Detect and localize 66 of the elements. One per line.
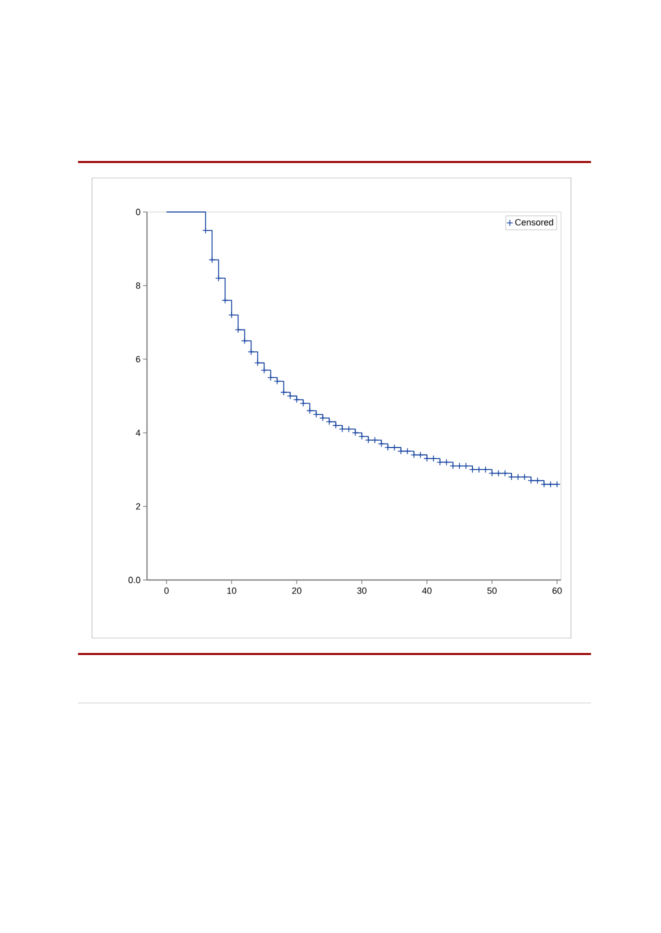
x-tick-label: 50	[487, 587, 497, 594]
point	[417, 451, 424, 458]
x-tick-label: 20	[292, 587, 302, 594]
point	[326, 418, 333, 426]
point	[514, 474, 522, 480]
text: 6	[136, 356, 140, 362]
point	[274, 378, 281, 385]
point	[476, 466, 482, 473]
text: 2	[136, 503, 140, 510]
point	[397, 448, 404, 455]
point	[260, 366, 268, 374]
text: 4	[136, 430, 140, 436]
point	[241, 337, 248, 344]
point	[540, 480, 548, 488]
point	[215, 274, 222, 282]
point	[228, 312, 236, 318]
point	[547, 480, 554, 488]
point	[254, 359, 262, 366]
point	[352, 429, 359, 436]
point	[456, 462, 463, 470]
point	[300, 400, 307, 407]
point	[404, 448, 411, 455]
point	[202, 227, 209, 234]
point	[319, 414, 326, 422]
point	[534, 477, 541, 484]
point	[222, 296, 229, 304]
point	[502, 470, 508, 477]
point	[508, 474, 515, 480]
point	[378, 440, 385, 448]
point	[488, 470, 496, 477]
text: 8	[136, 282, 140, 289]
point	[306, 407, 314, 414]
point	[371, 436, 378, 444]
x-tick-label: 40	[422, 587, 432, 594]
x-tick-label: 10	[227, 587, 236, 594]
point	[358, 433, 366, 440]
legend-label: Censored	[515, 218, 554, 226]
point	[364, 436, 372, 444]
point	[436, 458, 444, 466]
point	[495, 470, 502, 477]
x-tick-label: 60	[552, 587, 562, 594]
point	[338, 426, 346, 432]
point	[554, 480, 560, 488]
point	[528, 477, 534, 484]
point	[521, 474, 528, 480]
point	[208, 256, 216, 264]
x-tick-label: 0	[164, 587, 169, 594]
x-tick-label: 30	[357, 587, 366, 594]
point	[234, 326, 242, 334]
point	[443, 458, 450, 466]
point	[430, 455, 437, 462]
point	[312, 411, 320, 418]
text: 0	[136, 208, 140, 216]
point	[410, 451, 418, 458]
point	[469, 466, 476, 473]
point	[248, 348, 255, 356]
point	[267, 374, 274, 381]
point	[482, 466, 489, 473]
point	[332, 422, 340, 429]
point	[462, 462, 470, 470]
point	[345, 426, 352, 432]
text: 0.0	[128, 576, 140, 584]
point	[280, 388, 288, 396]
point	[293, 396, 300, 404]
point	[424, 455, 430, 462]
point	[450, 462, 456, 470]
